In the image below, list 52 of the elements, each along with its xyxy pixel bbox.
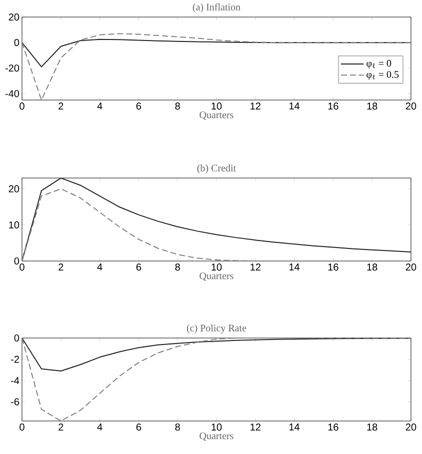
x-tick-label: 0 (20, 264, 24, 271)
x-tick-label: 14 (289, 102, 300, 110)
x-tick-label: 18 (367, 264, 378, 271)
x-tick-label: 18 (367, 102, 378, 110)
y-tick-label: -40 (5, 90, 20, 98)
y-tick-label: 20 (8, 185, 20, 192)
x-axis-title: Quarters (200, 112, 234, 120)
x-tick-label: 14 (289, 424, 300, 430)
x-tick-label: 12 (250, 424, 260, 431)
x-tick-label: 16 (328, 264, 338, 271)
x-tick-label: 6 (136, 424, 142, 431)
x-axis-title: Quarters (200, 432, 234, 441)
chart-title: (c) Policy Rate (186, 324, 246, 334)
x-tick-label: 10 (212, 424, 222, 431)
x-tick-label: 4 (97, 424, 102, 430)
x-tick-label: 12 (250, 102, 260, 110)
x-tick-label: 16 (328, 102, 338, 110)
x-tick-label: 2 (58, 264, 64, 271)
x-tick-label: 20 (406, 264, 416, 271)
x-tick-label: 8 (175, 424, 180, 431)
y-tick-label: 0 (14, 39, 20, 46)
x-tick-label: 10 (212, 102, 222, 110)
y-tick-label: 10 (9, 221, 20, 228)
x-tick-label: 0 (20, 102, 24, 110)
y-tick-label: -4 (11, 377, 20, 384)
x-tick-label: 0 (20, 424, 24, 431)
x-tick-label: 16 (328, 424, 338, 431)
y-tick-label: -20 (5, 64, 20, 72)
legend-label: φ$_{ℓ}$ = 0 (366, 60, 392, 69)
y-tick-label: 0 (14, 257, 20, 265)
legend-label: φ$_{ℓ}$ = 0.5 (366, 71, 399, 80)
x-tick-label: 14 (289, 264, 300, 270)
y-tick-label: 20 (8, 14, 20, 21)
y-tick-label: 0 (14, 334, 20, 342)
chart-title: (b) Credit (197, 164, 236, 174)
x-tick-label: 20 (406, 102, 416, 110)
y-tick-label: -6 (11, 398, 20, 406)
x-tick-label: 8 (175, 264, 180, 271)
chart-title: (a) Inflation (192, 3, 240, 13)
x-tick-label: 4 (97, 264, 102, 270)
x-tick-label: 20 (406, 424, 416, 431)
x-tick-label: 6 (136, 264, 142, 271)
x-tick-label: 2 (58, 424, 64, 431)
x-axis-title: Quarters (200, 272, 234, 281)
x-tick-label: 10 (212, 264, 222, 271)
x-tick-label: 2 (58, 102, 64, 110)
x-tick-label: 12 (250, 264, 260, 271)
x-tick-label: 8 (175, 102, 180, 110)
y-tick-label: -2 (11, 356, 19, 363)
x-tick-label: 4 (97, 102, 102, 110)
x-tick-label: 18 (367, 424, 378, 431)
x-tick-label: 6 (136, 102, 142, 110)
